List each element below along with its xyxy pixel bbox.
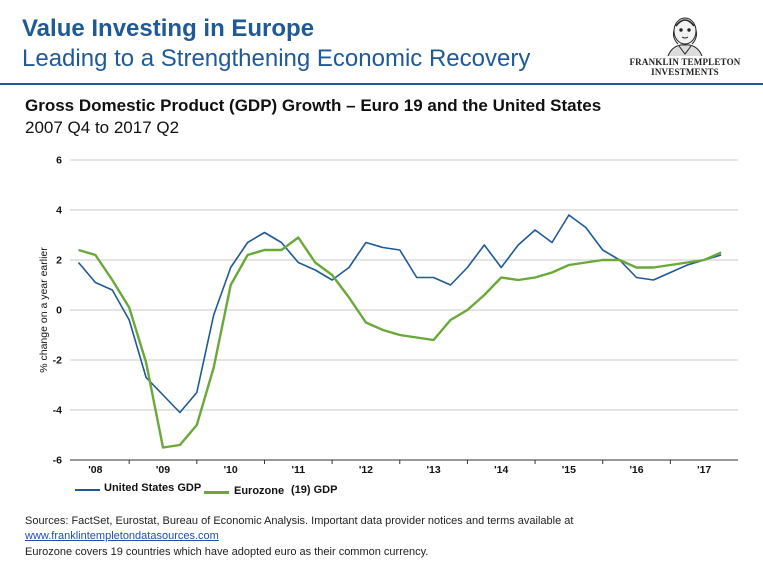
y-tick-label: 2: [56, 255, 62, 267]
y-tick-label: 4: [56, 205, 62, 217]
benjamin-franklin-portrait-icon: [667, 17, 703, 56]
page-subtitle: Leading to a Strengthening Economic Reco…: [22, 45, 531, 72]
x-tick-label: '15: [562, 464, 576, 476]
franklin-templeton-logo: FRANKLIN TEMPLETON INVESTMENTS: [626, 14, 744, 78]
x-tick-label: '17: [697, 464, 711, 476]
eurozone-note: Eurozone covers 19 countries which have …: [25, 546, 429, 558]
x-tick-label: '09: [156, 464, 170, 476]
y-tick-label: -2: [53, 355, 62, 367]
y-tick-label: 0: [56, 305, 62, 317]
tick-labels: 6 4 2 0 -2 -4 -6 '08 '09 '10 '11 '12 '13 '14 '15 '16 '17: [53, 155, 712, 477]
y-tick-label: -4: [53, 405, 62, 417]
y-tick-label: 6: [56, 155, 62, 167]
series-line-eurozone-gdp: [78, 236, 722, 449]
legend-swatch-eu: [204, 491, 229, 494]
x-tick-label: '13: [427, 464, 441, 476]
chart-title: Gross Domestic Product (GDP) Growth – Eu…: [25, 96, 602, 115]
x-tick-label: '11: [291, 464, 305, 476]
x-tick-label: '08: [88, 464, 102, 476]
chart-subtitle: 2007 Q4 to 2017 Q2: [25, 118, 180, 137]
series-line-us-gdp: [77, 214, 722, 414]
logo-text-line2: INVESTMENTS: [651, 67, 719, 77]
page-title: Value Investing in Europe: [22, 15, 315, 42]
x-tick-label: '14: [494, 464, 508, 476]
y-tick-label: -6: [53, 455, 62, 467]
data-sources-link[interactable]: www.franklintempletondatasources.com: [25, 530, 219, 542]
axes: [70, 459, 738, 464]
x-tick-label: '12: [359, 464, 373, 476]
legend-swatch-us: [75, 489, 100, 491]
series-lines: [77, 214, 722, 449]
x-tick-label: '16: [629, 464, 643, 476]
gridlines: [70, 159, 738, 411]
legend-label-eu-a: Eurozone: [234, 485, 285, 497]
y-axis-label: % change on a year earlier: [38, 247, 50, 373]
sources-text: Sources: FactSet, Eurostat, Bureau of Ec…: [25, 515, 574, 527]
legend-label-eu-b: (19) GDP: [291, 484, 338, 496]
logo-text-line1: FRANKLIN TEMPLETON: [629, 57, 741, 67]
x-tick-label: '10: [224, 464, 238, 476]
gdp-line-chart: 6 4 2 0 -2 -4 -6 '08 '09 '10 '11 '12 '13 '14 '15 '16 '17…: [38, 155, 738, 477]
legend-label-us: United States GDP: [104, 482, 202, 494]
header-divider: [0, 83, 763, 85]
